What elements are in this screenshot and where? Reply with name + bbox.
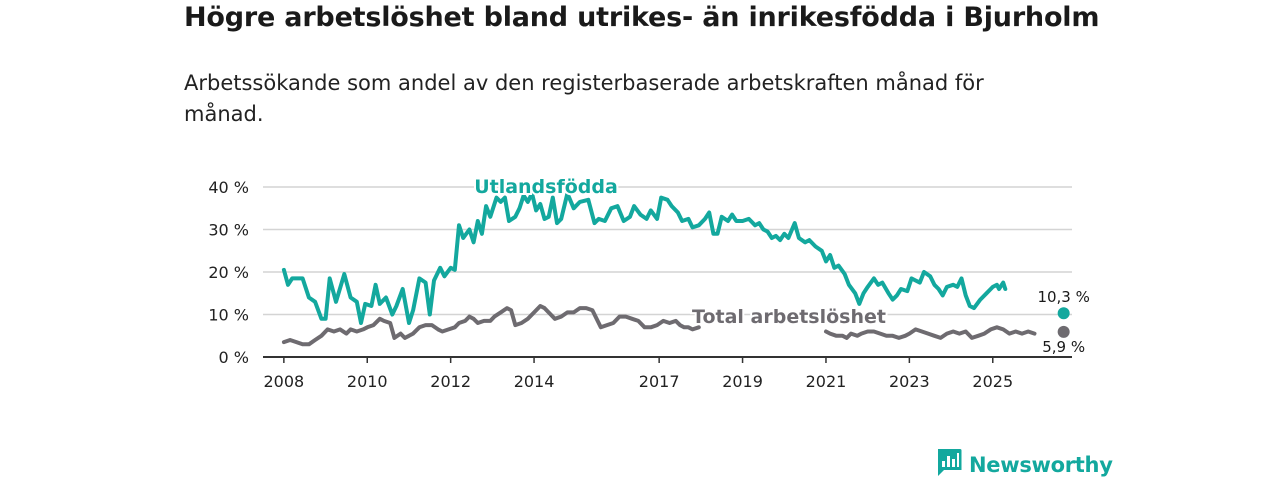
- series-line-total-recent: [824, 325, 1037, 340]
- series-line-foreign: [281, 191, 1008, 325]
- chart-subtitle: Arbetssökande som andel av den registerb…: [184, 71, 984, 126]
- y-tick-label: 30 %: [208, 221, 249, 240]
- x-tick-label: 2010: [347, 372, 388, 391]
- x-tick-label: 2014: [514, 372, 555, 391]
- chart-title: Högre arbetslöshet bland utrikes- än inr…: [184, 2, 1100, 33]
- series-label-foreign: Utlandsfödda: [474, 176, 618, 198]
- y-tick-label: 10 %: [208, 306, 249, 325]
- end-point-foreign: [1057, 307, 1070, 320]
- series-line-total: [281, 304, 701, 347]
- x-tick-label: 2021: [806, 372, 847, 391]
- newsworthy-logo-icon: [936, 448, 962, 482]
- brand-logo[interactable]: Newsworthy: [936, 448, 1113, 482]
- x-tick-label: 2012: [430, 372, 471, 391]
- end-label-total: 5,9 %: [1042, 338, 1085, 356]
- x-tick-label: 2023: [889, 372, 930, 391]
- x-tick-label: 2017: [639, 372, 680, 391]
- end-label-foreign: 10,3 %: [1037, 288, 1089, 306]
- x-tick-label: 2019: [722, 372, 763, 391]
- series-label-total: Total arbetslöshet: [692, 306, 886, 328]
- y-tick-label: 40 %: [208, 178, 249, 197]
- x-tick-label: 2025: [972, 372, 1013, 391]
- y-tick-label: 0 %: [219, 348, 249, 367]
- brand-name: Newsworthy: [969, 453, 1113, 477]
- y-tick-label: 20 %: [208, 263, 249, 282]
- x-tick-label: 2008: [263, 372, 304, 391]
- end-point-total: [1057, 325, 1070, 338]
